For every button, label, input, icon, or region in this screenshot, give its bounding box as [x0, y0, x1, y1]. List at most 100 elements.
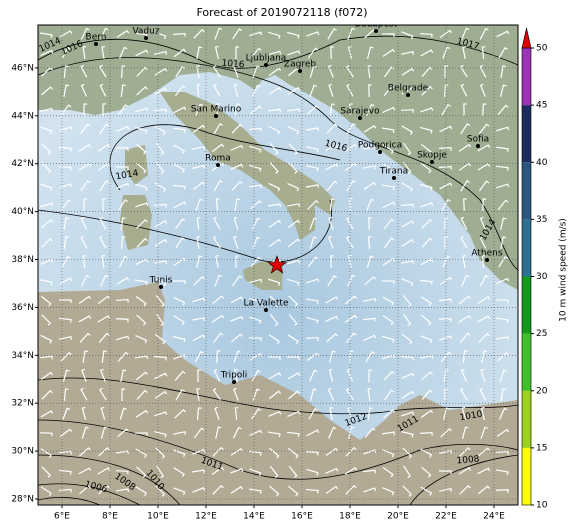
wind-barb: [98, 332, 110, 343]
wind-barb: [155, 485, 166, 497]
wind-barb: [325, 467, 339, 474]
wind-barb: [441, 198, 451, 211]
city-dot: [264, 63, 268, 67]
wind-barb: [481, 350, 488, 364]
wind-barb: [154, 182, 167, 192]
wind-barb: [500, 236, 507, 250]
wind-barb: [495, 469, 509, 476]
wind-barb: [211, 162, 225, 172]
wind-barb: [101, 255, 106, 269]
wind-barb: [233, 83, 239, 97]
wind-barb: [344, 162, 358, 172]
wind-barb: [459, 485, 471, 495]
wind-barb: [420, 355, 434, 359]
wind-barb: [134, 432, 148, 436]
wind-barb: [172, 32, 186, 37]
wind-barb: [100, 406, 106, 420]
wind-barb: [135, 202, 149, 208]
isobar-label: 1008: [456, 454, 480, 466]
wind-barb: [287, 50, 301, 56]
wind-barb: [308, 369, 318, 382]
wind-barb: [172, 127, 186, 133]
wind-barb: [119, 46, 128, 59]
wind-barb: [381, 33, 395, 37]
wind-barb: [80, 235, 88, 249]
colorbar-segment: [522, 276, 531, 334]
wind-barb: [79, 447, 91, 457]
wind-barb: [401, 333, 413, 345]
wind-barb: [305, 298, 319, 305]
wind-barb: [40, 202, 54, 208]
wind-barb: [79, 485, 91, 495]
wind-barb: [420, 143, 432, 155]
wind-barb: [497, 199, 509, 211]
wind-barb: [309, 65, 317, 78]
wind-barb: [348, 254, 352, 268]
wind-barb: [496, 428, 510, 437]
wind-barb: [362, 469, 376, 474]
city-dot: [406, 93, 410, 97]
wind-barb: [231, 180, 243, 191]
wind-barb: [420, 202, 434, 208]
wind-barb: [232, 28, 243, 40]
wind-barb: [330, 255, 334, 269]
wind-barb: [136, 86, 148, 96]
wind-barb: [439, 125, 453, 133]
wind-barb: [421, 314, 432, 326]
wind-barb: [309, 236, 317, 249]
wind-barb: [194, 350, 204, 363]
wind-barb: [440, 427, 452, 438]
wind-barb: [288, 390, 300, 400]
wind-barb: [497, 352, 509, 362]
wind-barb: [269, 465, 279, 479]
wind-barb: [477, 467, 491, 475]
wind-barb: [249, 316, 262, 324]
wind-barb: [251, 369, 261, 382]
wind-barb: [63, 65, 69, 79]
wind-barb: [39, 355, 53, 360]
wind-barb: [439, 276, 453, 285]
wind-barb: [78, 315, 92, 323]
wind-barb: [235, 255, 240, 269]
x-tick-label: 12°E: [195, 512, 217, 522]
wind-barb: [381, 431, 395, 436]
wind-barb: [59, 335, 73, 340]
wind-barb: [444, 217, 449, 231]
wind-barb: [154, 67, 168, 76]
wind-barb: [381, 184, 395, 190]
wind-barb: [173, 315, 185, 326]
wind-barb: [439, 29, 453, 39]
wind-barb: [268, 219, 282, 228]
wind-barb: [59, 277, 73, 285]
wind-barb: [211, 143, 225, 153]
wind-barb: [382, 144, 394, 155]
wind-barb: [438, 147, 452, 151]
wind-barb: [461, 27, 470, 40]
wind-barb: [401, 31, 414, 40]
wind-barb: [41, 237, 53, 248]
wind-barb: [461, 426, 469, 439]
wind-barb: [479, 83, 486, 97]
wind-barb: [250, 105, 262, 115]
colorbar-tick-label: 20: [536, 386, 548, 396]
wind-barb: [499, 369, 507, 382]
wind-barb: [307, 199, 319, 210]
wind-barb: [287, 183, 300, 192]
wind-barb: [268, 182, 281, 192]
wind-barb: [305, 451, 319, 456]
wind-barb: [233, 350, 241, 363]
wind-barb: [115, 450, 130, 455]
wind-barb: [440, 351, 452, 363]
wind-barb: [345, 332, 357, 344]
wind-barb: [269, 295, 280, 307]
wind-barb: [328, 216, 334, 230]
wind-barb: [480, 406, 485, 420]
wind-barb: [346, 368, 354, 382]
wind-barb: [328, 368, 334, 382]
wind-barb: [248, 337, 262, 342]
wind-barb: [154, 50, 168, 55]
y-tick-label: 34°N: [11, 351, 34, 361]
city-label: Ljubljana: [246, 54, 287, 64]
wind-barb: [83, 103, 88, 117]
wind-barb: [421, 371, 433, 381]
